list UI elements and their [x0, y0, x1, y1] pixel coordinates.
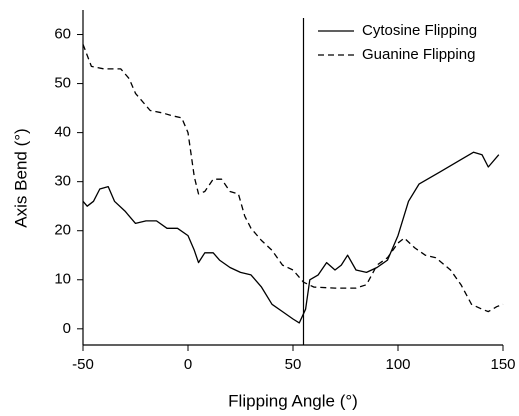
- y-tick-label: 40: [54, 124, 71, 141]
- y-axis-label: Axis Bend (°): [11, 128, 30, 227]
- x-axis-label: Flipping Angle (°): [228, 391, 358, 410]
- x-tick-label: 100: [385, 356, 410, 373]
- legend-label: Cytosine Flipping: [362, 22, 477, 39]
- series-line: [82, 151, 500, 324]
- x-tick-label: 150: [490, 356, 515, 373]
- x-tick-label: 50: [285, 356, 302, 373]
- series-line: [82, 44, 504, 313]
- y-tick-label: 0: [63, 320, 71, 337]
- x-tick-label: 0: [184, 356, 192, 373]
- y-tick-label: 20: [54, 222, 71, 239]
- y-tick-label: 30: [54, 173, 71, 190]
- y-tick-label: 10: [54, 271, 71, 288]
- y-tick-label: 50: [54, 75, 71, 92]
- x-tick-label: -50: [72, 356, 94, 373]
- legend-label: Guanine Flipping: [362, 46, 475, 63]
- y-tick-label: 60: [54, 25, 71, 42]
